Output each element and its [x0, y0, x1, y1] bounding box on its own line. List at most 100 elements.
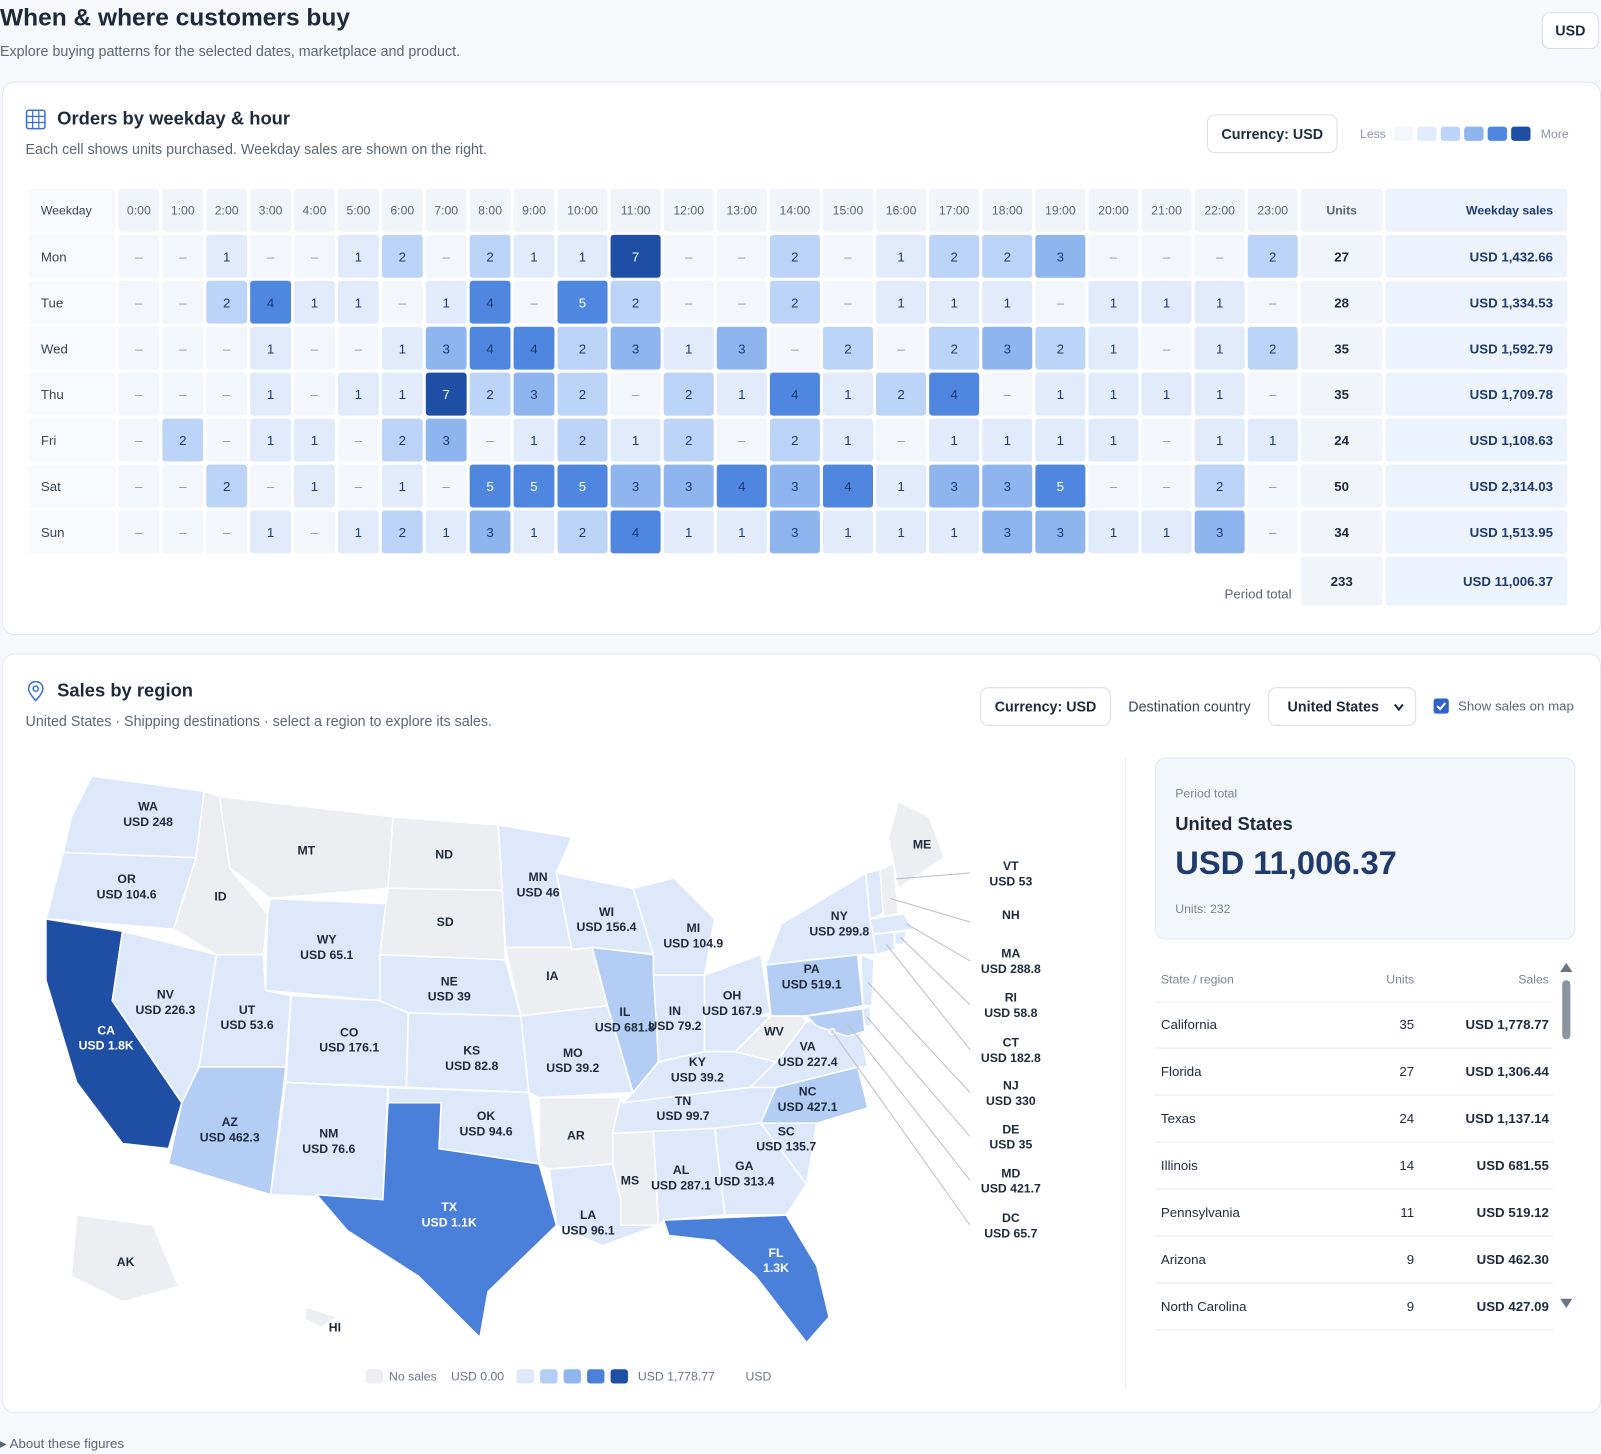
- legend-swatch: [539, 1369, 558, 1384]
- summary-country: United States: [1175, 813, 1293, 835]
- state: [764, 871, 877, 966]
- table-cell: USD 1,137.14: [1465, 1110, 1549, 1127]
- heat-cell: 1: [1141, 372, 1192, 416]
- heat-cell: 2: [1247, 234, 1298, 278]
- heat-cell: 1: [294, 464, 335, 508]
- heat-cell: 2: [557, 372, 608, 416]
- heat-cell: –: [206, 418, 248, 462]
- table-row: Texas 24 USD 1,137.14: [1154, 1096, 1554, 1143]
- currency-button[interactable]: Currency: USD: [980, 687, 1111, 726]
- state: [314, 1101, 558, 1340]
- state-abbr: AK: [117, 1255, 135, 1269]
- state-abbr: DE: [1002, 1122, 1019, 1136]
- heat-cell: –: [118, 280, 160, 324]
- state-abbr: IN: [669, 1004, 681, 1018]
- heat-cell: –: [469, 418, 511, 462]
- heat-cell: –: [1194, 234, 1245, 278]
- weekday: Sat: [28, 464, 116, 508]
- column-header: 2:00: [206, 188, 248, 232]
- heat-cell: 1: [716, 372, 767, 416]
- heat-cell: 1: [557, 234, 608, 278]
- callout-line: [890, 898, 971, 923]
- heat-cell: –: [206, 510, 248, 554]
- heat-cell: 1: [250, 372, 291, 416]
- currency-button[interactable]: USD: [1541, 12, 1599, 50]
- state-abbr: DC: [1002, 1211, 1020, 1225]
- heat-cell: 2: [381, 234, 423, 278]
- units: 35: [1300, 326, 1383, 370]
- state-abbr: ME: [913, 837, 931, 851]
- heat-cell: 1: [1194, 372, 1245, 416]
- column-header: 7:00: [425, 188, 467, 232]
- state-abbr: OK: [477, 1109, 496, 1123]
- state: [759, 1066, 869, 1124]
- state-value: USD 182.8: [981, 1051, 1041, 1065]
- heat-cell: 4: [822, 464, 873, 508]
- heat-cell: 7: [610, 234, 661, 278]
- footer-link[interactable]: About these figures: [9, 1435, 125, 1451]
- heat-cell: –: [206, 326, 248, 370]
- country-select[interactable]: United States: [1268, 687, 1417, 726]
- units: 34: [1300, 510, 1383, 554]
- table-header: State / region Units Sales: [1154, 956, 1554, 1003]
- heat-cell: 3: [929, 464, 980, 508]
- table-cell: USD 519.12: [1476, 1204, 1549, 1221]
- heat-cell: 2: [769, 418, 820, 462]
- heat-cell: 2: [1194, 464, 1245, 508]
- state: [264, 897, 387, 1002]
- scrollbar[interactable]: [1558, 960, 1574, 1312]
- table-row: Pennsylvania 11 USD 519.12: [1154, 1190, 1554, 1237]
- table-cell: USD 462.30: [1476, 1251, 1549, 1268]
- weekday: Sun: [28, 510, 116, 554]
- column-header: 14:00: [769, 188, 820, 232]
- heat-cell: 1: [822, 372, 873, 416]
- state-value: USD 330: [986, 1094, 1036, 1108]
- state-abbr: MS: [621, 1173, 639, 1187]
- callout-line: [867, 981, 971, 1093]
- table-cell: 35: [1399, 1016, 1415, 1033]
- state-value: USD 39.2: [671, 1070, 724, 1084]
- heat-cell: 2: [929, 326, 980, 370]
- heat-cell: 5: [469, 464, 511, 508]
- table-cell: State / region: [1160, 971, 1234, 986]
- heat-cell: –: [663, 280, 714, 324]
- heat-cell: –: [162, 372, 204, 416]
- heat-cell: 2: [876, 372, 927, 416]
- legend-label: USD 1,778.77: [637, 1369, 715, 1384]
- heat-cell: 1: [929, 280, 980, 324]
- heat-cell: 2: [769, 234, 820, 278]
- page-subtitle: Explore buying patterns for the selected…: [0, 42, 461, 60]
- heat-cell: –: [1088, 234, 1139, 278]
- country-value: United States: [1287, 698, 1379, 715]
- heat-cell: –: [206, 372, 248, 416]
- table-cell: 9: [1406, 1298, 1415, 1315]
- table-cell: Florida: [1160, 1063, 1202, 1080]
- state-abbr: NE: [441, 974, 458, 988]
- state-abbr: CT: [1003, 1036, 1020, 1050]
- heat-cell: 4: [716, 464, 767, 508]
- column-header: 18:00: [982, 188, 1033, 232]
- weekday-sales: USD 2,314.03: [1385, 464, 1568, 508]
- state-value: USD 82.8: [445, 1059, 498, 1073]
- heat-cell: 2: [557, 418, 608, 462]
- heat-cell: 2: [663, 372, 714, 416]
- state-value: USD 427.1: [778, 1100, 838, 1114]
- column-header: 11:00: [610, 188, 661, 232]
- heat-cell: –: [1141, 418, 1192, 462]
- heat-cell: 1: [663, 326, 714, 370]
- currency-button[interactable]: Currency: USD: [1206, 114, 1338, 154]
- heat-cell: 4: [769, 372, 820, 416]
- heat-cell: 2: [381, 418, 423, 462]
- heat-cell: 2: [822, 326, 873, 370]
- state-abbr: SD: [437, 915, 454, 929]
- column-header: 5:00: [337, 188, 379, 232]
- state-value: USD 53: [989, 874, 1032, 888]
- checkbox[interactable]: [1433, 698, 1449, 714]
- legend-swatch: [610, 1369, 628, 1384]
- state-value: USD 288.8: [981, 962, 1041, 976]
- region-title: Sales by region: [57, 680, 194, 701]
- column-header: 8:00: [469, 188, 511, 232]
- table-cell: Illinois: [1160, 1157, 1198, 1174]
- heat-cell: 1: [381, 326, 423, 370]
